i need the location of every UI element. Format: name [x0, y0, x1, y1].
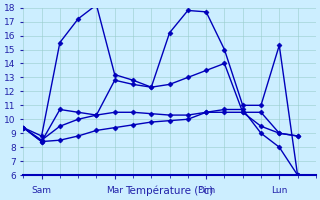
- X-axis label: Température (°c): Température (°c): [125, 185, 214, 196]
- Text: Lun: Lun: [271, 186, 287, 195]
- Text: Sam: Sam: [32, 186, 52, 195]
- Text: Dim: Dim: [197, 186, 215, 195]
- Text: Mar: Mar: [106, 186, 123, 195]
